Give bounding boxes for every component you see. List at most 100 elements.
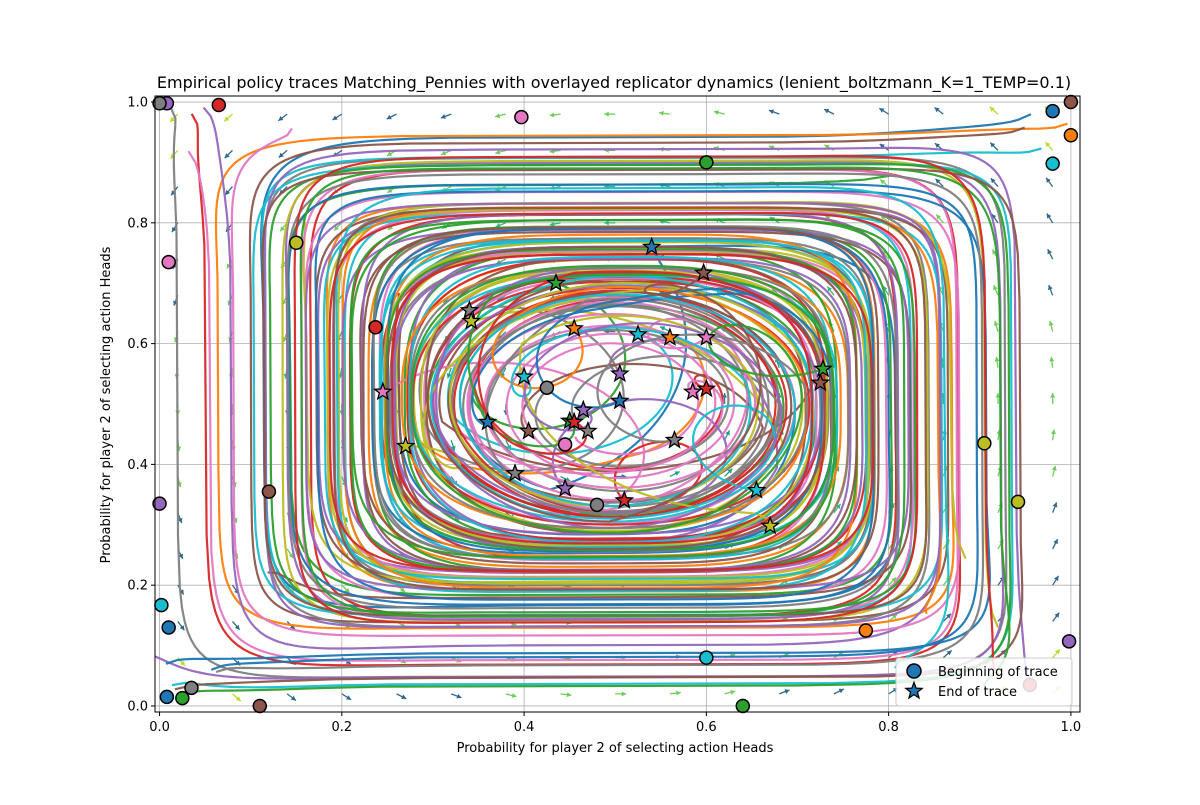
y-tick-label: 0.0	[127, 699, 148, 714]
trace-line	[215, 172, 985, 673]
vector-arrowhead	[1046, 213, 1052, 219]
y-tick-label: 1.0	[127, 96, 148, 111]
legend: Beginning of trace End of trace	[895, 657, 1073, 707]
vector-arrowhead	[1045, 142, 1051, 148]
vector-arrowhead	[495, 222, 501, 228]
vector-arrowhead	[658, 110, 664, 116]
vector-arrowhead	[177, 517, 183, 524]
vector-arrowhead	[674, 471, 680, 476]
vector-arrowhead	[511, 693, 517, 698]
trace-end-marker	[696, 327, 717, 346]
trace-lines	[155, 106, 1068, 697]
vector-arrowhead	[879, 108, 885, 113]
trace-start-marker	[699, 155, 714, 170]
vector-arrowhead	[224, 153, 230, 159]
x-tick-label: 0.2	[331, 720, 352, 735]
trace-end-marker	[760, 515, 780, 535]
vector-arrowhead	[879, 143, 885, 149]
vector-arrowhead	[549, 221, 555, 227]
vector-arrowhead	[401, 694, 407, 700]
trace-start-marker	[699, 650, 714, 665]
trace-start-marker	[539, 380, 555, 395]
vector-arrowhead	[768, 109, 775, 115]
vector-arrowhead	[730, 689, 736, 695]
vector-arrowhead	[178, 553, 183, 559]
vector-arrowhead	[676, 690, 681, 696]
vector-arrowhead	[825, 215, 831, 221]
vector-arrowhead	[171, 190, 176, 196]
vector-arrowhead	[549, 112, 555, 118]
vector-arrowhead	[495, 113, 501, 119]
trace-start-marker	[152, 95, 167, 111]
vector-arrowhead	[784, 689, 790, 694]
vector-arrowhead	[1053, 575, 1059, 581]
trace-start-marker	[161, 620, 176, 635]
vector-arrowhead	[456, 693, 462, 699]
trace-end-marker	[564, 411, 585, 431]
vector-arrowhead	[278, 152, 284, 158]
vector-arrowhead	[400, 587, 406, 593]
trace-end-marker	[573, 399, 594, 419]
vector-arrowhead	[713, 110, 719, 115]
y-tick-label: 0.4	[127, 458, 148, 473]
x-tick-label: 0.4	[514, 720, 535, 735]
legend-start-marker	[906, 663, 922, 679]
trace-start-marker	[154, 597, 169, 613]
y-tick-label: 0.6	[127, 337, 148, 352]
trace-line	[293, 154, 1000, 677]
trace-start-marker	[175, 690, 190, 706]
y-tick-label: 0.2	[127, 579, 148, 594]
vector-arrowhead	[992, 249, 997, 255]
trace-start-marker	[1063, 94, 1079, 110]
vector-arrowhead	[1055, 649, 1060, 655]
trace-end-marker	[746, 480, 767, 499]
vector-arrowhead	[1050, 429, 1056, 435]
trace-start-marker	[735, 698, 751, 714]
vector-arrowhead	[495, 149, 501, 155]
trace-line	[299, 166, 1011, 692]
vector-arrowhead	[1050, 393, 1056, 398]
chart-title: Empirical policy traces Matching_Pennies…	[157, 73, 1071, 93]
legend-start-label: Beginning of trace	[938, 665, 1058, 680]
trace-start-marker	[557, 437, 573, 452]
x-tick-label: 1.0	[1061, 720, 1082, 735]
y-axis-label: Probability for player 2 of selecting ac…	[99, 246, 114, 563]
vector-arrowhead	[660, 326, 666, 331]
trace-start-marker	[368, 320, 383, 335]
vector-arrowhead	[604, 220, 609, 226]
trace-start-marker	[1063, 128, 1079, 143]
vector-arrowhead	[173, 300, 178, 306]
vector-arrowhead	[332, 115, 338, 120]
trace-end-marker	[813, 358, 833, 378]
vector-arrowhead	[934, 143, 940, 149]
vector-arrowhead	[1047, 249, 1052, 255]
trace-start-marker	[159, 689, 175, 705]
vector-arrowhead	[441, 150, 447, 156]
trace-start-marker	[211, 97, 227, 113]
trace-end-marker	[555, 478, 575, 497]
trace-end-marker	[477, 411, 498, 431]
trace-start-marker	[184, 680, 199, 696]
trace-markers	[152, 94, 1079, 714]
vector-arrowhead	[1053, 539, 1058, 545]
trace-start-marker	[252, 698, 268, 714]
trace-end-marker	[682, 381, 703, 401]
trace-end-marker	[810, 372, 831, 392]
vector-arrowhead	[838, 688, 844, 694]
legend-end-label: End of trace	[938, 685, 1017, 700]
vector-arrowhead	[1054, 612, 1060, 618]
vector-arrowhead	[725, 430, 730, 436]
vector-arrowhead	[1051, 465, 1057, 471]
vector-arrowhead	[387, 224, 393, 230]
trace-start-marker	[261, 484, 277, 499]
trace-end-marker	[459, 300, 480, 319]
trace-start-marker	[289, 235, 304, 251]
vector-arrowhead	[1052, 502, 1058, 508]
vector-arrowhead	[290, 695, 296, 701]
vector-arrowhead	[936, 214, 942, 220]
vector-arrowhead	[455, 622, 462, 627]
vector-arrowhead	[727, 468, 733, 474]
trace-line	[263, 146, 1034, 685]
trace-start-marker	[1045, 156, 1060, 171]
